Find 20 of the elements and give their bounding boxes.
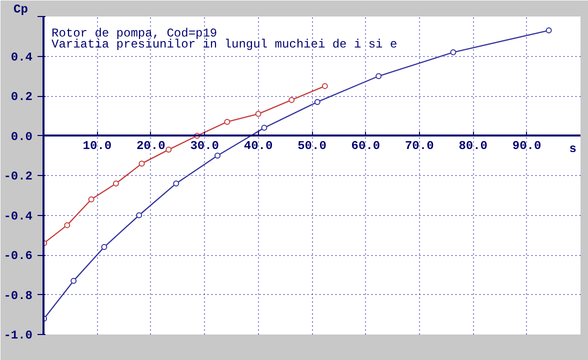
x-tick-label: 70.0	[405, 138, 434, 153]
x-tick-label: 50.0	[298, 138, 326, 153]
y-tick-label: 0.2	[10, 90, 33, 104]
y-tick-label: -0.8	[4, 288, 33, 303]
y-tick-label: -0.4	[4, 209, 33, 224]
y-tick-label: -0.6	[4, 249, 33, 263]
x-tick-label: 60.0	[351, 138, 380, 153]
x-tick-label: 10.0	[82, 138, 112, 153]
text: Variatia presiunilor in lungul muchiei de i si e	[52, 38, 398, 52]
y-tick-label: 0.0	[10, 130, 33, 144]
x-tick-label: 80.0	[458, 138, 488, 153]
y-tick-label: 0.4	[10, 50, 33, 64]
y-axis-title: Cp	[14, 2, 28, 16]
x-axis-title: s	[569, 142, 576, 156]
x-tick-label: 20.0	[136, 138, 166, 153]
x-tick-label: 30.0	[190, 138, 220, 153]
y-tick-label: -0.2	[4, 170, 33, 184]
x-tick-label: 40.0	[244, 138, 273, 153]
y-tick-label: -1.0	[4, 328, 33, 342]
x-tick-label: 90.0	[512, 138, 542, 153]
